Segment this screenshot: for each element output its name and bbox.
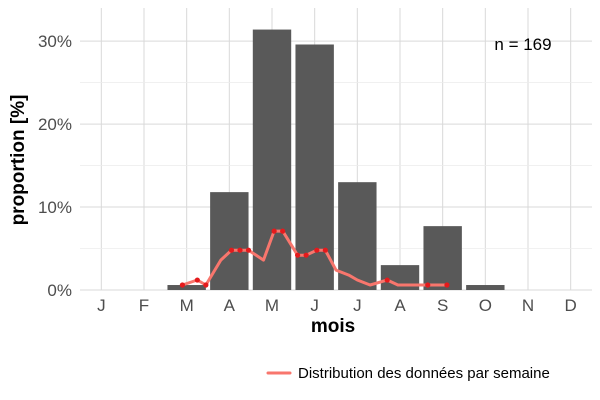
bar-9	[423, 226, 462, 290]
bar-10	[466, 285, 505, 290]
legend-label: Distribution des données par semaine	[298, 365, 550, 382]
x-axis-title: mois	[311, 316, 355, 337]
line-point	[245, 247, 252, 253]
weekly-line-series	[179, 228, 450, 288]
y-tick-label: 30%	[38, 32, 72, 51]
x-tick-label: M	[265, 296, 279, 315]
line-point	[303, 252, 309, 258]
x-tick-label: O	[479, 296, 492, 315]
x-tick-label: D	[565, 296, 577, 315]
bar-5	[252, 29, 292, 291]
bar-3	[167, 285, 206, 290]
x-tick-label: S	[437, 296, 448, 315]
y-tick-label: 0%	[47, 281, 72, 300]
line-point	[280, 228, 286, 234]
line-point	[322, 247, 328, 253]
line-point	[237, 247, 243, 253]
x-tick-label: J	[310, 296, 319, 315]
sample-size-annotation: n = 169	[494, 35, 551, 54]
x-tick-label: A	[394, 296, 406, 315]
y-tick-label: 20%	[38, 115, 72, 134]
y-axis-title: proportion [%]	[8, 95, 29, 226]
x-tick-label: F	[139, 296, 149, 315]
x-tick-label: J	[97, 296, 106, 315]
line-point	[228, 247, 235, 253]
x-tick-label: M	[180, 296, 194, 315]
bar-4	[210, 192, 249, 290]
line-point	[384, 277, 390, 283]
x-tick-label: J	[353, 296, 362, 315]
line-point	[295, 252, 301, 258]
line-point	[425, 282, 431, 288]
x-tick-label: N	[522, 296, 534, 315]
line-point	[194, 277, 200, 283]
line-point	[179, 282, 185, 288]
x-tick-label: A	[224, 296, 236, 315]
line-point	[444, 282, 450, 288]
line-point	[314, 247, 320, 253]
y-tick-labels: 0% 10% 20% 30%	[38, 32, 72, 300]
line-point	[203, 282, 209, 288]
y-tick-label: 10%	[38, 198, 72, 217]
line-point	[271, 228, 277, 234]
bars	[167, 29, 505, 291]
legend: Distribution des données par semaine	[266, 365, 550, 382]
